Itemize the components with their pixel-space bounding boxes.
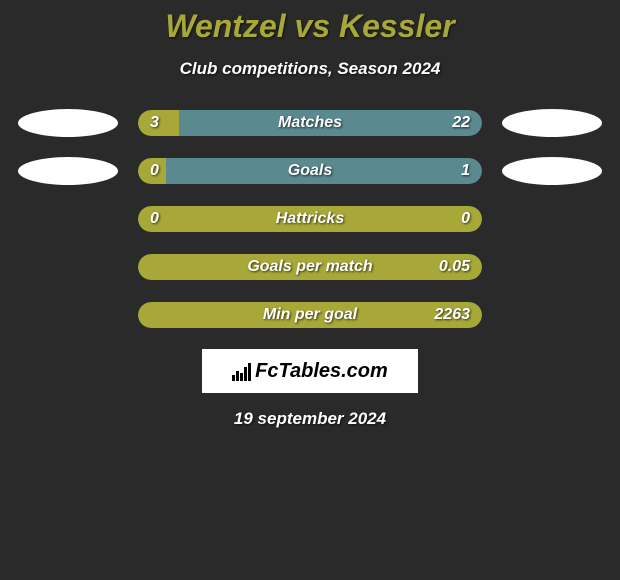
player-ellipse-left [18,157,118,185]
stat-bar: 0Goals1 [138,158,482,184]
stat-row: 0Hattricks0 [0,205,620,233]
page-subtitle: Club competitions, Season 2024 [0,59,620,79]
spacer [502,253,602,281]
stat-right-value: 2263 [434,302,470,328]
player-ellipse-left [18,109,118,137]
stat-row: Min per goal2263 [0,301,620,329]
bar-chart-icon [232,361,251,381]
stat-right-value: 0 [461,206,470,232]
logo-box: FcTables.com [202,349,418,393]
spacer [18,301,118,329]
stat-label: Goals [138,158,482,184]
stat-bar: 0Hattricks0 [138,206,482,232]
stat-rows: 3Matches220Goals10Hattricks0Goals per ma… [0,109,620,329]
stat-row: 0Goals1 [0,157,620,185]
stat-row: Goals per match0.05 [0,253,620,281]
date-text: 19 september 2024 [0,409,620,429]
stat-label: Goals per match [138,254,482,280]
stat-label: Matches [138,110,482,136]
stat-right-value: 22 [452,110,470,136]
stat-bar: Goals per match0.05 [138,254,482,280]
stat-bar: 3Matches22 [138,110,482,136]
stat-label: Hattricks [138,206,482,232]
page-title: Wentzel vs Kessler [0,8,620,45]
player-ellipse-right [502,157,602,185]
logo-text: FcTables.com [255,360,388,383]
spacer [502,205,602,233]
stat-bar: Min per goal2263 [138,302,482,328]
spacer [18,205,118,233]
stat-right-value: 1 [461,158,470,184]
stat-right-value: 0.05 [439,254,470,280]
stat-row: 3Matches22 [0,109,620,137]
stat-label: Min per goal [138,302,482,328]
comparison-infographic: Wentzel vs Kessler Club competitions, Se… [0,0,620,429]
spacer [18,253,118,281]
spacer [502,301,602,329]
player-ellipse-right [502,109,602,137]
